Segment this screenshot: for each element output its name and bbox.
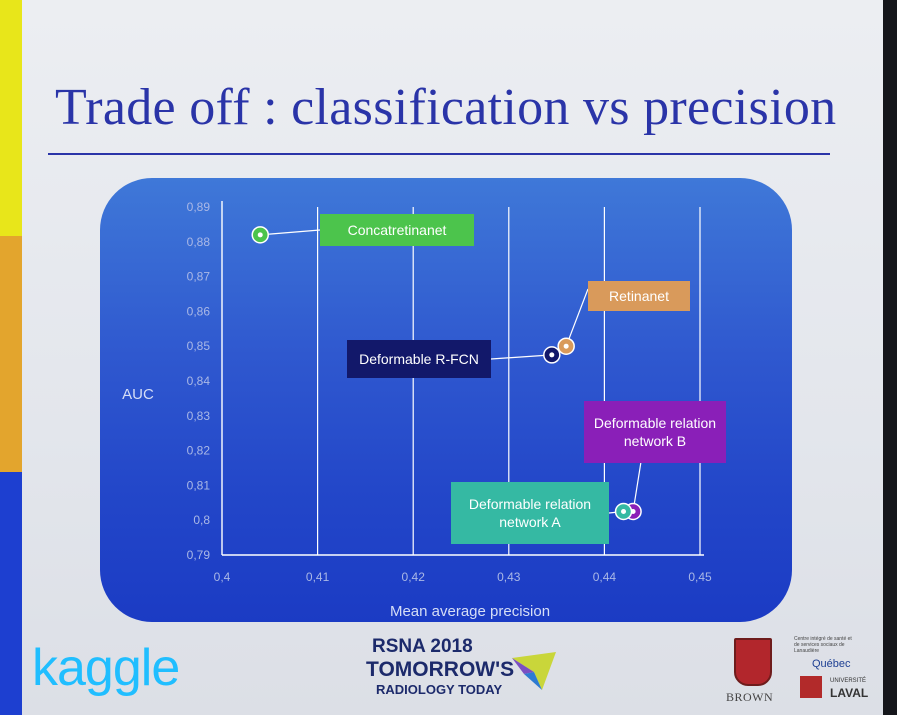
- point-label: Retinanet: [609, 288, 669, 304]
- point-label-box: [451, 482, 609, 544]
- rsna-logo-line3: RADIOLOGY TODAY: [376, 682, 503, 697]
- x-tick-label: 0,4: [214, 570, 231, 584]
- accent-bar-blue: [0, 472, 22, 715]
- leader-line: [260, 229, 321, 236]
- point-label: network B: [624, 433, 686, 449]
- x-tick-label: 0,44: [593, 570, 617, 584]
- accent-bar-orange: [0, 236, 22, 472]
- y-axis-title: AUC: [122, 386, 154, 403]
- data-point-center: [257, 232, 263, 238]
- screen-edge: [883, 0, 897, 715]
- x-tick-label: 0,42: [402, 570, 426, 584]
- y-tick-label: 0,85: [187, 339, 211, 353]
- quebec-logo: Québec: [812, 658, 851, 670]
- rsna-logo: RSNA 2018 TOMORROW'S RADIOLOGY TODAY: [362, 636, 562, 714]
- point-label: Deformable relation: [469, 496, 591, 512]
- point-label: Concatretinanet: [348, 222, 447, 238]
- accent-bar-yellow: [0, 0, 22, 236]
- x-tick-label: 0,43: [497, 570, 521, 584]
- y-tick-label: 0,89: [187, 200, 211, 214]
- y-tick-label: 0,84: [187, 374, 211, 388]
- point-label: Deformable relation: [594, 415, 716, 431]
- point-label-box: [584, 401, 726, 463]
- x-axis-title: Mean average precision: [390, 603, 550, 620]
- laval-crest-icon: [800, 676, 822, 698]
- laval-logo-small-text: UNIVERSITÉ: [830, 678, 867, 684]
- point-label: Deformable R-FCN: [359, 351, 479, 367]
- rsna-logo-line1: RSNA 2018: [372, 636, 473, 657]
- brown-shield-icon: [734, 638, 772, 686]
- y-tick-label: 0,86: [187, 304, 211, 318]
- point-label-box: [588, 281, 690, 311]
- y-tick-label: 0,81: [187, 478, 211, 492]
- slide-title: Trade off : classification vs precision: [55, 79, 837, 136]
- title-underline: [48, 153, 830, 155]
- data-point-center: [549, 352, 555, 358]
- leader-line: [565, 288, 589, 347]
- footer: kaggle RSNA 2018 TOMORROW'S RADIOLOGY TO…: [22, 628, 883, 715]
- y-tick-label: 0,82: [187, 444, 211, 458]
- y-tick-label: 0,8: [193, 513, 210, 527]
- x-tick-label: 0,41: [306, 570, 330, 584]
- kaggle-logo: kaggle: [32, 639, 180, 697]
- data-point-center: [621, 509, 627, 514]
- laval-logo: LAVAL: [830, 686, 869, 700]
- y-tick-label: 0,79: [187, 548, 211, 562]
- point-label-box: [347, 340, 491, 378]
- rsna-logo-line2: TOMORROW'S: [366, 658, 515, 681]
- quebec-logo-small-text: Centre intégré de santé et de services s…: [794, 636, 852, 654]
- point-label: network A: [499, 514, 561, 530]
- y-tick-label: 0,87: [187, 270, 211, 284]
- data-point-center: [563, 343, 569, 349]
- chart-panel: [100, 178, 792, 622]
- y-tick-label: 0,88: [187, 235, 211, 249]
- leader-line: [490, 354, 552, 360]
- x-tick-label: 0,45: [688, 570, 712, 584]
- rsna-arrow-icon: [512, 652, 556, 690]
- point-label-box: [320, 214, 474, 246]
- y-tick-label: 0,83: [187, 409, 211, 423]
- brown-logo-text: BROWN: [726, 690, 774, 704]
